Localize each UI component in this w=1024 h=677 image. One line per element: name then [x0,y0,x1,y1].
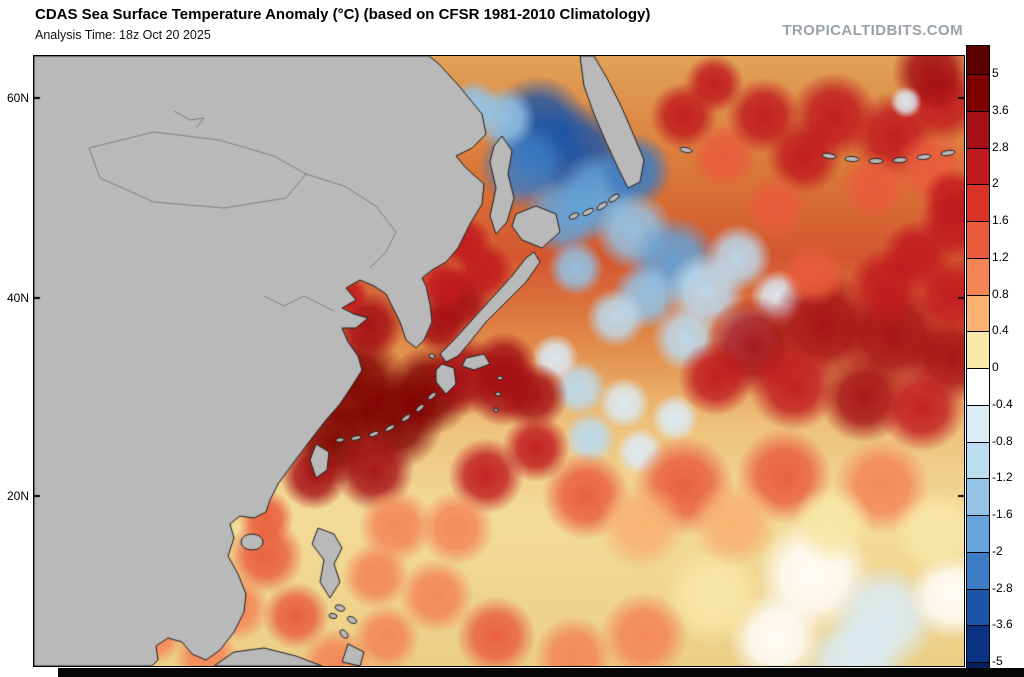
colorbar-tick-label: -2.8 [992,580,1013,595]
colorbar [966,45,990,677]
colorbar-band [967,368,989,405]
colorbar-tick-label: -1.6 [992,507,1013,521]
colorbar-band [967,551,989,589]
colorbar-band [967,625,989,662]
colorbar-tick-label: 0.4 [992,323,1009,338]
colorbar-tick-label: 1.2 [992,249,1009,264]
colorbar-tick-label: 0 [992,360,999,374]
bottom-bar [58,668,1024,677]
colorbar-band [967,294,989,332]
sst-anomaly-map [34,56,964,666]
colorbar-tick-label: -0.4 [992,396,1013,411]
lat-label-40n: 40N [6,291,29,305]
colorbar-band [967,110,989,148]
colorbar-labels: 5 3.6 2.8 2 1.6 1.2 0.8 0.4 0 -0.4 -0.8 -1.2 -1.6 -2 -… [992,45,1024,677]
map-frame [33,55,965,667]
lat-label-20n: 20N [6,489,29,503]
lat-label-60n: 60N [6,91,29,105]
page-title: CDAS Sea Surface Temperature Anomaly (°C… [35,6,651,23]
colorbar-tick-label: 3.6 [992,102,1009,117]
colorbar-tick-label: -0.8 [992,433,1013,448]
colorbar-band [967,331,989,368]
colorbar-band [967,257,989,295]
colorbar-tick-label: 2.8 [992,139,1009,154]
colorbar-tick-label: 0.8 [992,286,1009,301]
analysis-time: Analysis Time: 18z Oct 20 2025 [35,28,211,42]
colorbar-tick-label: -1.2 [992,470,1013,485]
colorbar-tick-label: 5 [992,66,999,80]
colorbar-band [967,147,989,185]
colorbar-tick-label: 2 [992,176,999,191]
colorbar-band [967,441,989,479]
colorbar-band [967,515,989,552]
colorbar-band [967,478,989,515]
colorbar-band [967,221,989,258]
colorbar-band [967,184,989,221]
colorbar-tick-label: -5 [992,654,1003,668]
colorbar-band [967,46,989,74]
colorbar-band [967,74,989,111]
colorbar-band [967,404,989,442]
colorbar-tick-label: -2 [992,543,1003,558]
colorbar-tick-label: -3.6 [992,617,1013,632]
watermark-tropicaltidbits: TROPICALTIDBITS.COM [782,22,963,39]
colorbar-band [967,588,989,626]
colorbar-tick-label: 1.6 [992,213,1009,227]
